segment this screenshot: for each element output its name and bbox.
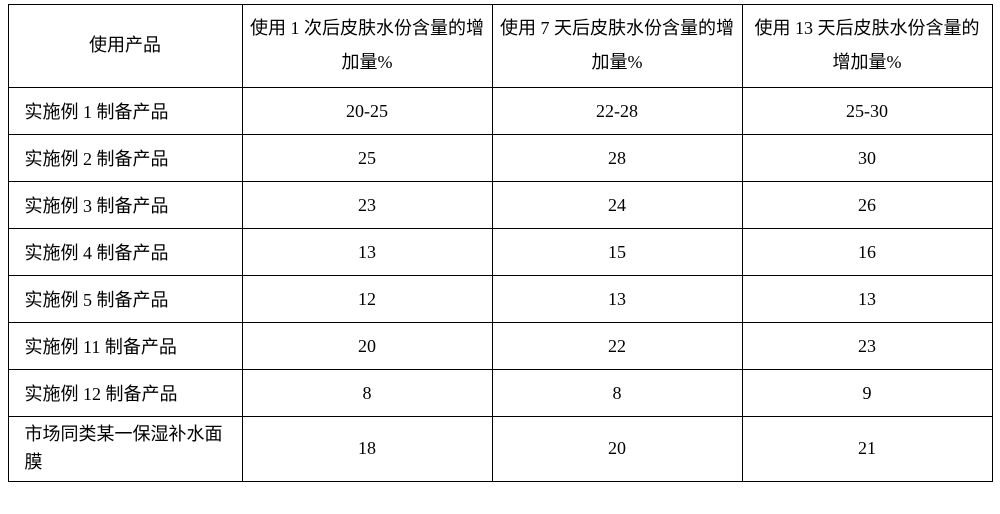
cell-value: 16	[742, 229, 992, 276]
row-label: 实施例 4 制备产品	[8, 229, 242, 276]
row-label: 市场同类某一保湿补水面膜	[8, 417, 242, 482]
col-header-product: 使用产品	[8, 5, 242, 88]
cell-value: 23	[242, 182, 492, 229]
col-header-1-use: 使用 1 次后皮肤水份含量的增加量%	[242, 5, 492, 88]
cell-value: 24	[492, 182, 742, 229]
table-row: 实施例 3 制备产品 23 24 26	[8, 182, 992, 229]
row-label: 实施例 2 制备产品	[8, 135, 242, 182]
cell-value: 25-30	[742, 88, 992, 135]
cell-value: 21	[742, 417, 992, 482]
table-row: 实施例 1 制备产品 20-25 22-28 25-30	[8, 88, 992, 135]
cell-value: 28	[492, 135, 742, 182]
table-row: 实施例 12 制备产品 8 8 9	[8, 370, 992, 417]
cell-value: 8	[242, 370, 492, 417]
cell-value: 13	[742, 276, 992, 323]
cell-value: 23	[742, 323, 992, 370]
cell-value: 22-28	[492, 88, 742, 135]
table-row: 市场同类某一保湿补水面膜 18 20 21	[8, 417, 992, 482]
table-row: 实施例 2 制备产品 25 28 30	[8, 135, 992, 182]
table-row: 实施例 11 制备产品 20 22 23	[8, 323, 992, 370]
cell-value: 13	[242, 229, 492, 276]
cell-value: 30	[742, 135, 992, 182]
cell-value: 20-25	[242, 88, 492, 135]
cell-value: 25	[242, 135, 492, 182]
cell-value: 15	[492, 229, 742, 276]
moisture-increase-table: 使用产品 使用 1 次后皮肤水份含量的增加量% 使用 7 天后皮肤水份含量的增加…	[8, 4, 993, 482]
row-label: 实施例 3 制备产品	[8, 182, 242, 229]
table-header-row: 使用产品 使用 1 次后皮肤水份含量的增加量% 使用 7 天后皮肤水份含量的增加…	[8, 5, 992, 88]
row-label: 实施例 11 制备产品	[8, 323, 242, 370]
row-label: 实施例 1 制备产品	[8, 88, 242, 135]
cell-value: 12	[242, 276, 492, 323]
cell-value: 20	[242, 323, 492, 370]
cell-value: 13	[492, 276, 742, 323]
table-row: 实施例 4 制备产品 13 15 16	[8, 229, 992, 276]
col-header-13-days: 使用 13 天后皮肤水份含量的增加量%	[742, 5, 992, 88]
row-label: 实施例 12 制备产品	[8, 370, 242, 417]
row-label: 实施例 5 制备产品	[8, 276, 242, 323]
cell-value: 26	[742, 182, 992, 229]
cell-value: 18	[242, 417, 492, 482]
cell-value: 9	[742, 370, 992, 417]
col-header-7-days: 使用 7 天后皮肤水份含量的增加量%	[492, 5, 742, 88]
cell-value: 8	[492, 370, 742, 417]
table-row: 实施例 5 制备产品 12 13 13	[8, 276, 992, 323]
cell-value: 22	[492, 323, 742, 370]
cell-value: 20	[492, 417, 742, 482]
